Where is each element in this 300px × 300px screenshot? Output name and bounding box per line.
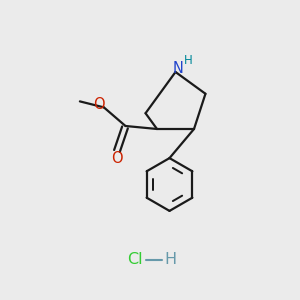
Text: O: O: [93, 97, 104, 112]
Text: H: H: [184, 54, 193, 67]
Text: N: N: [172, 61, 183, 76]
Text: Cl: Cl: [127, 252, 143, 267]
Text: H: H: [164, 252, 176, 267]
Text: O: O: [111, 152, 122, 166]
